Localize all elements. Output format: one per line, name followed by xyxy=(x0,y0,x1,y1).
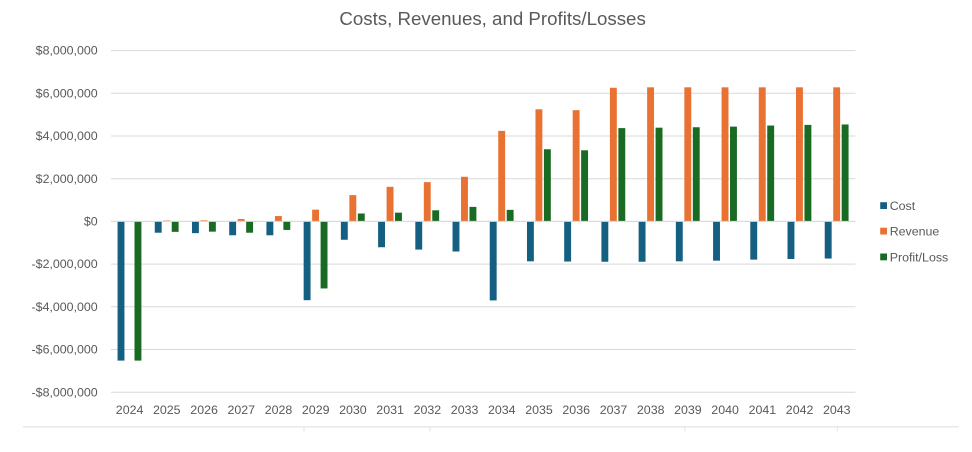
svg-text:-$4,000,000: -$4,000,000 xyxy=(32,300,98,314)
svg-text:2041: 2041 xyxy=(749,403,777,417)
svg-text:2029: 2029 xyxy=(302,403,330,417)
svg-text:2035: 2035 xyxy=(525,403,553,417)
svg-text:-$8,000,000: -$8,000,000 xyxy=(32,385,98,399)
svg-text:$4,000,000: $4,000,000 xyxy=(36,129,98,143)
svg-text:$0: $0 xyxy=(84,215,98,229)
svg-text:2042: 2042 xyxy=(786,403,814,417)
svg-text:-$2,000,000: -$2,000,000 xyxy=(32,257,98,271)
svg-text:-$6,000,000: -$6,000,000 xyxy=(32,343,98,357)
svg-text:2028: 2028 xyxy=(265,403,293,417)
svg-text:Costs, Revenues, and Profits/L: Costs, Revenues, and Profits/Losses xyxy=(339,8,645,29)
svg-text:Cost: Cost xyxy=(890,199,916,213)
svg-text:2037: 2037 xyxy=(600,403,628,417)
svg-text:Revenue: Revenue xyxy=(890,225,940,239)
svg-text:$8,000,000: $8,000,000 xyxy=(36,44,98,58)
svg-text:2036: 2036 xyxy=(562,403,590,417)
svg-text:$2,000,000: $2,000,000 xyxy=(36,172,98,186)
svg-text:2043: 2043 xyxy=(823,403,851,417)
svg-text:2033: 2033 xyxy=(451,403,479,417)
svg-text:2030: 2030 xyxy=(339,403,367,417)
svg-text:2032: 2032 xyxy=(414,403,442,417)
svg-text:2040: 2040 xyxy=(711,403,739,417)
svg-text:2024: 2024 xyxy=(116,403,144,417)
svg-text:2038: 2038 xyxy=(637,403,665,417)
svg-text:Profit/Loss: Profit/Loss xyxy=(890,251,949,265)
svg-text:2026: 2026 xyxy=(190,403,218,417)
svg-text:2031: 2031 xyxy=(376,403,404,417)
svg-text:2039: 2039 xyxy=(674,403,702,417)
svg-text:$6,000,000: $6,000,000 xyxy=(36,86,98,100)
svg-text:2034: 2034 xyxy=(488,403,516,417)
svg-text:2027: 2027 xyxy=(228,403,256,417)
svg-text:2025: 2025 xyxy=(153,403,181,417)
